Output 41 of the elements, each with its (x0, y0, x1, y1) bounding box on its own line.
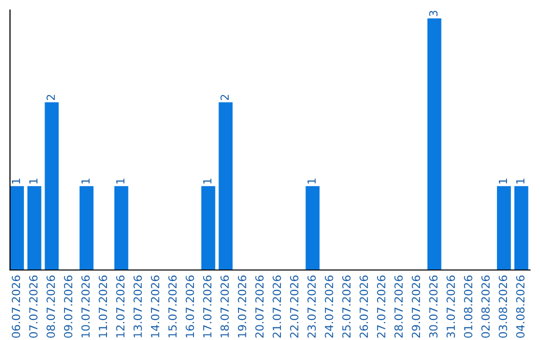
x-tick-label: 30.07.2026 (429, 276, 438, 338)
x-tick-label: 07.07.2026 (29, 276, 38, 338)
x-tick-label: 28.07.2026 (394, 276, 403, 338)
x-tick-label: 12.07.2026 (116, 276, 125, 338)
x-tick-label: 17.07.2026 (203, 276, 212, 338)
x-tick-label: 08.07.2026 (46, 276, 55, 338)
data-label: 1 (203, 178, 212, 184)
x-tick-label: 09.07.2026 (64, 276, 72, 338)
x-tick-label: 27.07.2026 (376, 276, 386, 338)
x-tick-label: 22.07.2026 (290, 276, 298, 338)
data-label: 3 (429, 10, 438, 16)
x-tick-label: 24.07.2026 (324, 276, 334, 338)
x-tick-label: 04.08.2026 (516, 276, 525, 338)
x-tick-label: 01.08.2026 (464, 276, 472, 338)
x-tick-label: 20.07.2026 (255, 276, 264, 338)
data-label: 1 (81, 178, 90, 184)
x-tick-label: 03.08.2026 (498, 276, 508, 338)
data-label: 1 (29, 178, 38, 184)
x-tick-label: 10.07.2026 (81, 276, 90, 338)
x-tick-label: 26.07.2026 (360, 276, 368, 338)
data-label: 1 (516, 178, 524, 184)
data-label: 2 (220, 94, 229, 100)
data-label: 1 (116, 178, 124, 184)
x-tick-label: 11.07.2026 (98, 276, 108, 338)
x-tick-label: 06.07.2026 (12, 276, 20, 338)
x-tick-label: 23.07.2026 (307, 276, 316, 338)
x-tick-label: 16.07.2026 (186, 276, 194, 338)
x-tick-label: 02.08.2026 (481, 276, 490, 338)
data-label: 1 (498, 178, 507, 184)
x-tick-label: 18.07.2026 (220, 276, 229, 338)
data-label: 1 (308, 178, 316, 184)
x-tick-label: 31.07.2026 (446, 276, 455, 338)
x-tick-label: 25.07.2026 (342, 276, 351, 338)
x-tick-label: 15.07.2026 (168, 276, 177, 338)
data-label: 2 (46, 94, 55, 100)
data-label: 1 (12, 178, 20, 184)
x-tick-label: 29.07.2026 (412, 276, 420, 338)
x-tick-label: 19.07.2026 (238, 276, 246, 338)
x-tick-label: 14.07.2026 (150, 276, 160, 338)
x-tick-label: 13.07.2026 (134, 276, 142, 338)
x-tick-label: 21.07.2026 (272, 276, 282, 338)
